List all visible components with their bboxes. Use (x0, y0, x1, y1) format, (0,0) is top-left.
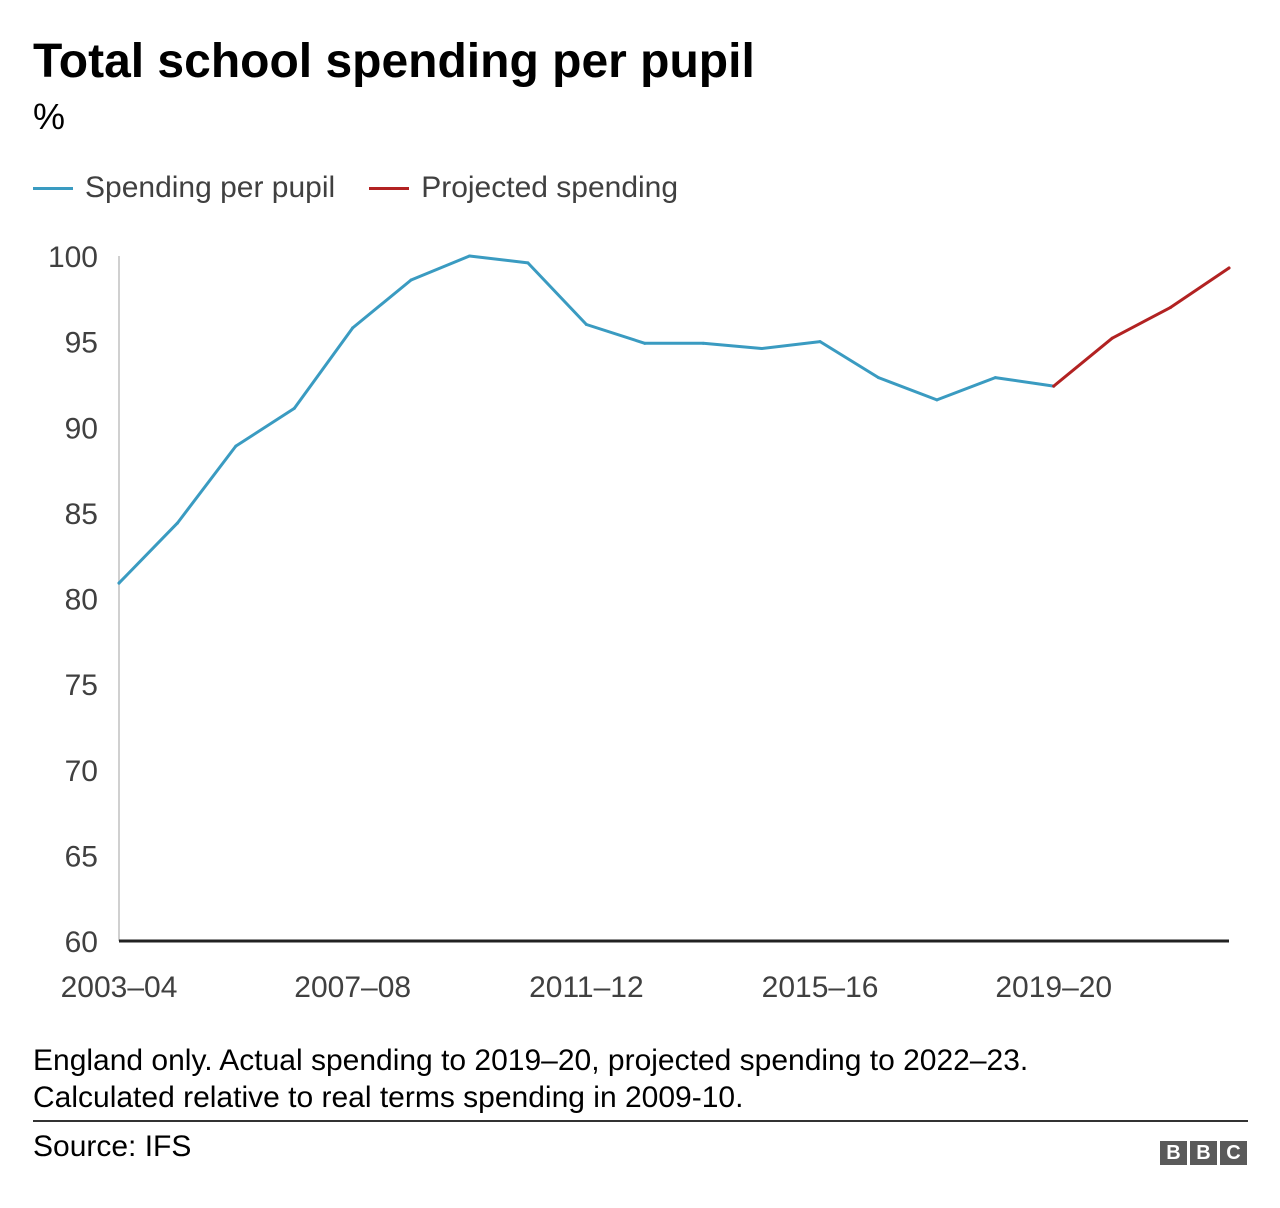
x-tick-label: 2019–20 (995, 971, 1112, 1004)
y-tick-label: 80 (65, 584, 98, 617)
legend-label-projected-spending: Projected spending (421, 171, 679, 204)
series-line-spending-per-pupil (117, 254, 1056, 585)
data-point-spending-per-pupil (993, 376, 997, 380)
legend-item-spending-per-pupil: Spending per pupil (33, 171, 335, 205)
bbc-logo-letter: B (1160, 1141, 1187, 1165)
source-label: Source: IFS (33, 1130, 192, 1163)
x-tick-label: 2011–12 (529, 971, 644, 1004)
data-point-spending-per-pupil (234, 444, 238, 448)
x-tick-label: 2003–04 (61, 971, 178, 1004)
bbc-logo-letter: C (1220, 1141, 1247, 1165)
chart-subtitle: % (33, 96, 66, 137)
y-tick-label: 65 (65, 840, 98, 873)
footer-divider (33, 1120, 1248, 1122)
data-point-spending-per-pupil (409, 278, 413, 282)
bbc-logo: B B C (1157, 1141, 1247, 1165)
y-tick-label: 95 (65, 327, 98, 360)
data-point-projected-spending (1169, 305, 1173, 309)
data-point-spending-per-pupil (701, 341, 705, 345)
line-chart: 100 95 90 85 80 75 70 65 60 2003–04 2007–08 2011–12… (48, 241, 1231, 1004)
data-point-spending-per-pupil (468, 254, 472, 258)
data-point-spending-per-pupil (935, 398, 939, 402)
legend-swatch-spending-per-pupil (33, 186, 73, 190)
data-point-projected-spending (1052, 384, 1056, 388)
data-point-spending-per-pupil (760, 346, 764, 350)
legend-item-projected-spending: Projected spending (369, 171, 678, 205)
x-tick-label: 2015–16 (762, 971, 879, 1004)
footnote-line-2: Calculated relative to real terms spendi… (33, 1081, 744, 1114)
chart-legend: Spending per pupil Projected spending (33, 168, 712, 208)
series-line-projected-spending (1052, 266, 1231, 388)
bbc-logo-letter: B (1190, 1141, 1217, 1165)
chart-footnote: England only. Actual spending to 2019–20… (33, 1042, 1233, 1116)
data-point-spending-per-pupil (818, 340, 822, 344)
y-tick-label: 90 (65, 412, 98, 445)
data-point-spending-per-pupil (351, 326, 355, 330)
data-point-projected-spending (1110, 336, 1114, 340)
footnote-line-1: England only. Actual spending to 2019–20… (33, 1044, 1029, 1077)
data-point-spending-per-pupil (584, 323, 588, 326)
y-tick-label: 75 (65, 669, 98, 702)
y-tick-label: 100 (48, 241, 98, 274)
data-point-spending-per-pupil (526, 261, 530, 265)
y-tick-label: 60 (65, 926, 98, 959)
data-point-spending-per-pupil (117, 581, 121, 585)
data-point-spending-per-pupil (643, 341, 647, 345)
data-point-spending-per-pupil (175, 521, 179, 525)
legend-label-spending-per-pupil: Spending per pupil (85, 171, 336, 204)
data-point-projected-spending (1227, 266, 1231, 270)
y-tick-label: 85 (65, 498, 98, 531)
y-tick-label: 70 (65, 755, 98, 788)
data-point-spending-per-pupil (292, 406, 296, 410)
x-tick-label: 2007–08 (294, 971, 411, 1004)
legend-swatch-projected-spending (369, 186, 410, 190)
data-point-spending-per-pupil (876, 376, 880, 380)
chart-title: Total school spending per pupil (33, 35, 755, 88)
